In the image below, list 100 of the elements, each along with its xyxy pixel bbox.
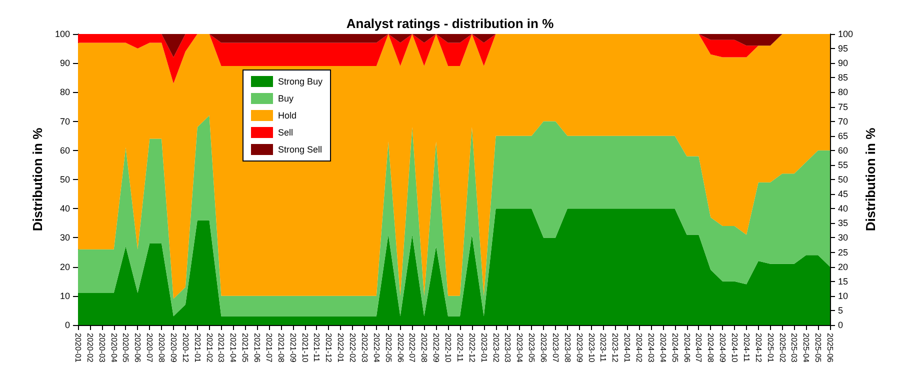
x-tick-label: 2025-06 (826, 333, 834, 363)
x-tick-label: 2023-07 (550, 333, 560, 363)
x-tick-label: 2024-03 (646, 333, 656, 363)
x-tick-label: 2023-02 (491, 333, 500, 363)
y-tick-label: 50 (60, 174, 70, 184)
y2-tick-label: 25 (838, 247, 848, 258)
x-tick-label: 2022-08 (420, 333, 429, 363)
y2-tick-label: 15 (838, 276, 848, 286)
x-tick-label: 2023-01 (479, 333, 488, 363)
x-tick-label: 2022-02 (348, 333, 358, 363)
x-tick-label: 2021-05 (240, 333, 250, 363)
x-tick-label: 2020-01 (74, 333, 82, 363)
x-tick-label: 2020-05 (121, 333, 130, 363)
y2-tick-label: 65 (838, 130, 848, 141)
y2-tick-label: 100 (838, 29, 854, 39)
y-tick-label: 90 (60, 58, 70, 68)
x-tick-label: 2022-04 (372, 333, 381, 363)
y-tick-label: 70 (60, 116, 70, 126)
x-tick-label: 2022-03 (360, 333, 369, 363)
legend-label: Buy (278, 94, 294, 104)
y-tick-label: 60 (60, 145, 70, 156)
x-tick-label: 2021-09 (288, 333, 298, 363)
y2-tick-label: 90 (838, 58, 848, 68)
y2-axis-title: Distribution in % (862, 127, 878, 232)
x-tick-label: 2025-02 (778, 333, 787, 363)
x-tick-label: 2022-07 (408, 333, 417, 363)
x-tick-label: 2021-11 (312, 333, 322, 362)
y-tick-label: 80 (60, 87, 70, 98)
x-tick-label: 2021-12 (324, 333, 334, 363)
x-tick-label: 2023-03 (503, 333, 512, 363)
y2-tick-label: 55 (838, 160, 848, 170)
legend-label: Sell (278, 128, 294, 138)
y-tick-label: 30 (60, 232, 70, 243)
x-tick-label: 2024-12 (754, 333, 763, 363)
x-tick-label: 2021-07 (264, 333, 274, 363)
x-tick-label: 2024-04 (658, 333, 668, 363)
legend-label: Strong Buy (278, 76, 324, 86)
y2-tick-label: 75 (838, 102, 848, 112)
x-tick-label: 2025-01 (766, 333, 775, 363)
x-tick-label: 2025-04 (802, 333, 811, 363)
y2-tick-label: 20 (838, 262, 848, 272)
x-tick-label: 2021-01 (192, 333, 202, 363)
x-tick-label: 2021-02 (204, 333, 214, 363)
y2-tick-label: 40 (838, 204, 848, 214)
x-tick-label: 2020-08 (157, 333, 166, 363)
x-tick-label: 2023-05 (527, 333, 536, 363)
y-tick-label: 100 (54, 29, 70, 39)
x-tick-label: 2024-06 (682, 333, 692, 363)
x-tick-label: 2022-10 (444, 333, 453, 363)
legend-label: Strong Sell (278, 144, 322, 154)
x-tick-label: 2020-06 (133, 333, 142, 363)
x-tick-label: 2021-04 (228, 333, 238, 363)
y2-tick-label: 35 (838, 218, 848, 228)
y-tick-label: 40 (60, 204, 70, 214)
y-tick-label: 20 (60, 262, 70, 272)
y-tick-label: 0 (64, 320, 70, 330)
x-tick-label: 2024-10 (730, 333, 740, 363)
x-tick-label: 2020-02 (85, 333, 94, 363)
x-tick-label: 2024-07 (694, 333, 704, 363)
y2-tick-label: 5 (838, 305, 844, 316)
y2-tick-label: 30 (838, 232, 848, 243)
x-tick-label: 2025-05 (814, 333, 823, 363)
x-tick-label: 2020-12 (180, 333, 190, 363)
x-tick-label: 2020-09 (168, 333, 178, 363)
x-tick-label: 2020-04 (109, 333, 118, 363)
x-tick-label: 2023-12 (610, 333, 620, 363)
x-tick-label: 2021-06 (252, 333, 262, 363)
x-tick-label: 2022-12 (467, 333, 476, 363)
y2-tick-label: 10 (838, 290, 848, 301)
y2-tick-label: 80 (838, 87, 848, 98)
y2-tick-label: 45 (838, 189, 848, 200)
x-tick-label: 2023-11 (598, 333, 608, 362)
x-tick-label: 2025-03 (790, 333, 799, 363)
y2-tick-label: 95 (838, 44, 848, 54)
x-tick-label: 2023-08 (562, 333, 572, 363)
x-tick-label: 2022-06 (396, 333, 405, 363)
x-tick-label: 2022-09 (432, 333, 441, 363)
x-tick-label: 2024-02 (634, 333, 644, 363)
x-tick-label: 2023-09 (574, 333, 584, 363)
x-tick-label: 2022-01 (336, 333, 346, 363)
x-tick-label: 2020-03 (97, 333, 106, 363)
y-axis-title: Distribution in % (30, 127, 46, 232)
y2-tick-label: 60 (838, 145, 848, 156)
x-tick-label: 2022-05 (384, 333, 393, 363)
x-tick-label: 2020-07 (145, 333, 154, 363)
x-tick-label: 2021-08 (276, 333, 286, 363)
y2-tick-label: 0 (838, 320, 844, 330)
x-tick-label: 2024-01 (622, 333, 632, 363)
y2-tick-label: 70 (838, 116, 848, 126)
x-tick-label: 2022-11 (455, 333, 464, 362)
y2-tick-label: 50 (838, 174, 848, 184)
x-tick-label: 2023-06 (539, 333, 548, 363)
chart-title: Analyst ratings - distribution in % (346, 16, 554, 31)
x-tick-label: 2023-04 (515, 333, 524, 363)
x-tick-label: 2024-11 (742, 333, 751, 362)
x-tick-label: 2024-09 (718, 333, 728, 363)
legend-label: Hold (278, 110, 297, 120)
x-tick-label: 2021-03 (216, 333, 226, 363)
y2-tick-label: 85 (838, 72, 848, 83)
x-tick-label: 2024-05 (670, 333, 680, 363)
